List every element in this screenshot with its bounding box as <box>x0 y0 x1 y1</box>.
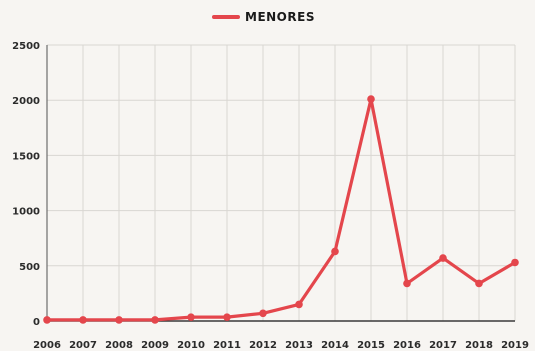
data-point-2007 <box>79 316 87 324</box>
data-point-2012 <box>259 309 267 318</box>
x-tick-label-2015: 2015 <box>357 340 385 351</box>
x-tick-label-2017: 2017 <box>429 340 457 351</box>
data-point-2015 <box>367 95 375 103</box>
x-tick-label-2006: 2006 <box>33 340 61 351</box>
data-point-2019 <box>511 258 519 267</box>
series-line-menores <box>45 97 517 322</box>
axes <box>46 45 515 322</box>
y-axis-ticks: 0 500 1000 1500 2000 2500 <box>12 41 40 328</box>
series-menores <box>43 95 519 324</box>
x-axis-ticks: 2006 2007 2008 2009 2010 2011 2012 2013 2014 2015… <box>33 340 529 351</box>
data-point-2017 <box>439 254 447 262</box>
data-point-2006 <box>43 316 51 324</box>
x-tick-label-2012: 2012 <box>249 340 277 351</box>
x-tick-label-2007: 2007 <box>69 340 97 351</box>
data-point-2011 <box>223 313 231 321</box>
y-tick-label-500: 500 <box>19 262 40 273</box>
x-tick-label-2009: 2009 <box>141 340 169 351</box>
y-tick-label-1000: 1000 <box>12 207 40 218</box>
data-point-2014 <box>331 247 339 256</box>
data-point-2013 <box>295 300 303 309</box>
data-point-2008 <box>115 316 123 324</box>
x-tick-label-2018: 2018 <box>465 340 493 351</box>
y-tick-label-1500: 1500 <box>12 151 40 162</box>
data-point-2010 <box>187 313 195 321</box>
data-point-2016 <box>403 279 411 288</box>
legend: MENORES <box>212 10 315 24</box>
y-tick-label-2500: 2500 <box>12 41 40 52</box>
x-tick-label-2014: 2014 <box>321 340 349 351</box>
legend-label-menores: MENORES <box>245 10 315 24</box>
y-tick-label-0: 0 <box>33 317 40 328</box>
x-tick-label-2016: 2016 <box>393 340 421 351</box>
x-tick-label-2008: 2008 <box>105 340 133 351</box>
data-point-2018 <box>475 279 483 288</box>
y-tick-label-2000: 2000 <box>12 96 40 107</box>
x-tick-label-2011: 2011 <box>213 340 241 351</box>
x-tick-label-2019: 2019 <box>501 340 529 351</box>
data-point-2009 <box>151 316 159 324</box>
x-tick-label-2013: 2013 <box>285 340 313 351</box>
grid <box>47 44 516 321</box>
x-tick-label-2010: 2010 <box>177 340 205 351</box>
